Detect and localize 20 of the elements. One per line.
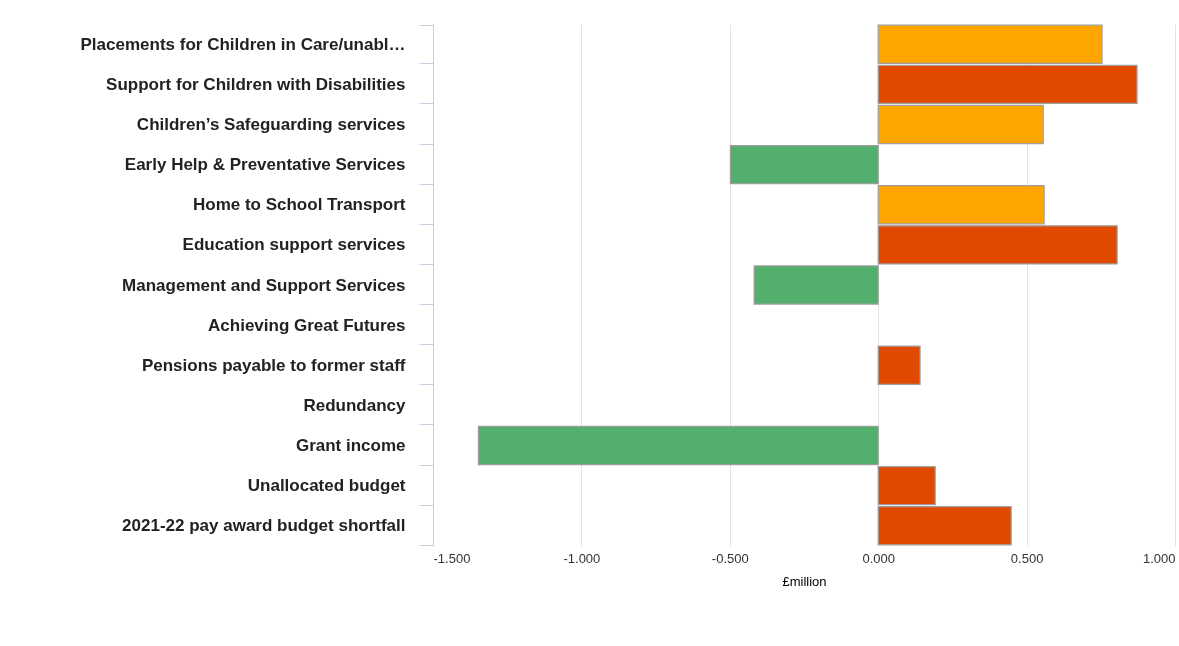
y-tick-label: Management and Support Services — [122, 275, 406, 295]
y-tick-label: Unallocated budget — [247, 476, 406, 496]
y-tick-label: 2021-22 pay award budget shortfall — [122, 516, 406, 536]
y-tick-label: Grant income — [295, 435, 406, 455]
x-axis-title: £million — [782, 573, 827, 589]
x-tick-label: 0.000 — [862, 550, 895, 566]
y-tick-label: Home to School Transport — [192, 195, 406, 215]
y-tick-label: Achieving Great Futures — [208, 315, 406, 335]
x-tick-label: -1.500 — [433, 550, 471, 566]
y-tick-label: Early Help & Preventative Services — [124, 155, 406, 175]
y-tick-label: Support for Children with Disabilities — [106, 74, 406, 94]
y-tick-label: Children’s Safeguarding services — [136, 115, 406, 135]
x-tick-label: 1.000 — [1142, 550, 1176, 566]
x-tick-label: 0.500 — [1010, 550, 1044, 566]
x-tick-label: -1.000 — [563, 550, 601, 566]
x-tick-label: -0.500 — [711, 550, 749, 566]
y-tick-label: Placements for Children in Care/unabl… — [80, 34, 406, 54]
y-tick-label: Education support services — [182, 235, 406, 255]
y-tick-label: Pensions payable to former staff — [141, 355, 406, 375]
y-tick-label: Redundancy — [303, 395, 407, 415]
